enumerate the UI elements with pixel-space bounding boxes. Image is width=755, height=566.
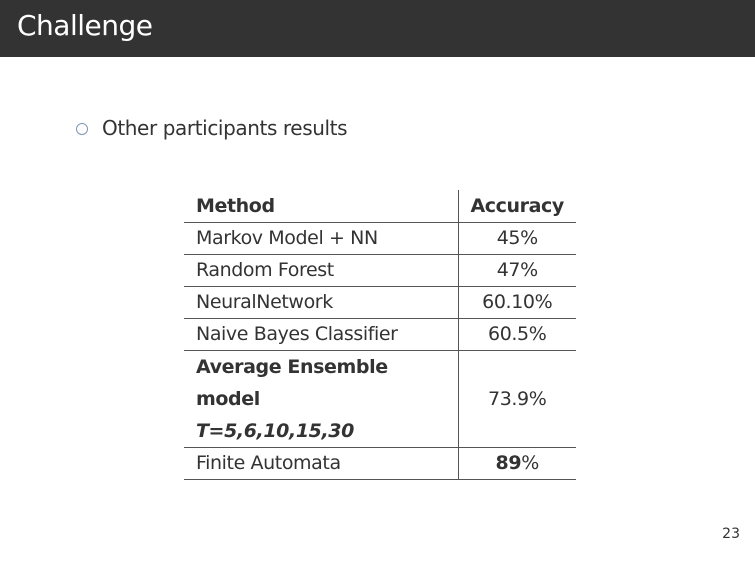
accuracy-cell: 89% bbox=[457, 447, 576, 480]
header-accuracy: Accuracy bbox=[457, 190, 576, 223]
header-method: Method bbox=[184, 190, 458, 223]
table-row: Markov Model + NN 45% bbox=[184, 222, 576, 255]
table-row: Finite Automata 89% bbox=[184, 447, 576, 480]
bullet-text: Other participants results bbox=[102, 116, 348, 140]
table-header-row: Method Accuracy bbox=[184, 190, 576, 223]
page-number: 23 bbox=[722, 526, 740, 542]
accuracy-cell: 60.10% bbox=[457, 286, 576, 319]
slide-header: Challenge bbox=[0, 0, 755, 57]
method-cell: Finite Automata bbox=[184, 447, 458, 480]
table-row-ensemble: Average Ensemble model T=5,6,10,15,30 73… bbox=[184, 350, 576, 448]
ensemble-params: T=5,6,10,15,30 bbox=[196, 419, 354, 442]
accuracy-cell: 73.9% bbox=[457, 350, 576, 448]
bullet-item: Other participants results bbox=[76, 114, 348, 142]
method-cell: Naive Bayes Classifier bbox=[184, 318, 458, 351]
slide-title: Challenge bbox=[17, 9, 153, 42]
results-table: Method Accuracy Markov Model + NN 45% Ra… bbox=[184, 190, 576, 480]
ensemble-method-name: Average Ensemble model bbox=[196, 355, 388, 410]
accuracy-suffix: % bbox=[521, 452, 539, 474]
method-cell: NeuralNetwork bbox=[184, 286, 458, 319]
table-row: Naive Bayes Classifier 60.5% bbox=[184, 318, 576, 351]
accuracy-bold-value: 89 bbox=[495, 452, 522, 474]
method-cell: Markov Model + NN bbox=[184, 222, 458, 255]
table-row: Random Forest 47% bbox=[184, 254, 576, 287]
accuracy-cell: 47% bbox=[457, 254, 576, 287]
table-row: NeuralNetwork 60.10% bbox=[184, 286, 576, 319]
method-cell: Random Forest bbox=[184, 254, 458, 287]
method-cell: Average Ensemble model T=5,6,10,15,30 bbox=[184, 350, 458, 448]
accuracy-cell: 60.5% bbox=[457, 318, 576, 351]
accuracy-cell: 45% bbox=[457, 222, 576, 255]
circle-bullet-icon bbox=[76, 123, 88, 135]
